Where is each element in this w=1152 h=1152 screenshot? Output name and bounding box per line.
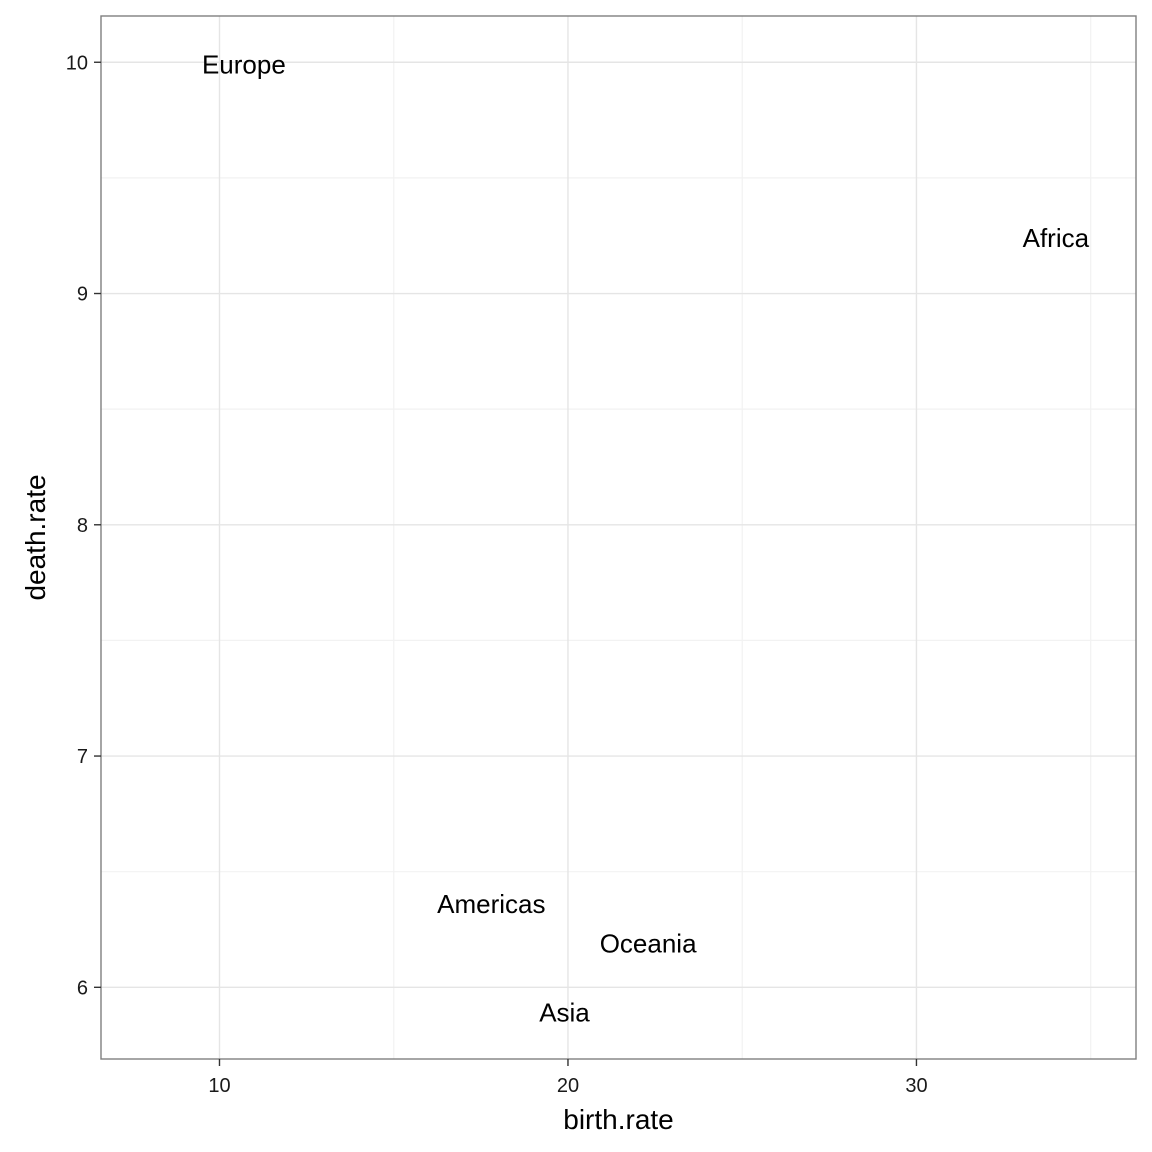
point-label-asia: Asia	[539, 998, 590, 1028]
point-label-americas: Americas	[437, 889, 545, 919]
point-label-europe: Europe	[202, 50, 286, 80]
x-tick-label: 20	[557, 1075, 579, 1097]
x-axis-title: birth.rate	[563, 1104, 674, 1135]
x-tick-label: 30	[905, 1075, 927, 1097]
y-tick-label: 6	[77, 977, 88, 999]
y-tick-label: 10	[66, 52, 88, 74]
major-grid	[101, 16, 1136, 1059]
y-tick-label: 9	[77, 284, 88, 306]
y-axis: 6 7 8 9 10	[66, 52, 101, 999]
minor-grid	[101, 16, 1136, 1059]
y-axis-title: death.rate	[20, 474, 51, 600]
x-tick-label: 10	[208, 1075, 230, 1097]
y-tick-label: 8	[77, 515, 88, 537]
x-axis: 10 20 30	[208, 1059, 928, 1097]
point-label-africa: Africa	[1023, 223, 1090, 253]
point-label-oceania: Oceania	[600, 928, 697, 958]
data-labels: Europe Africa Americas Oceania Asia	[202, 50, 1090, 1028]
panel-border	[100, 15, 1137, 1060]
y-tick-label: 7	[77, 746, 88, 768]
